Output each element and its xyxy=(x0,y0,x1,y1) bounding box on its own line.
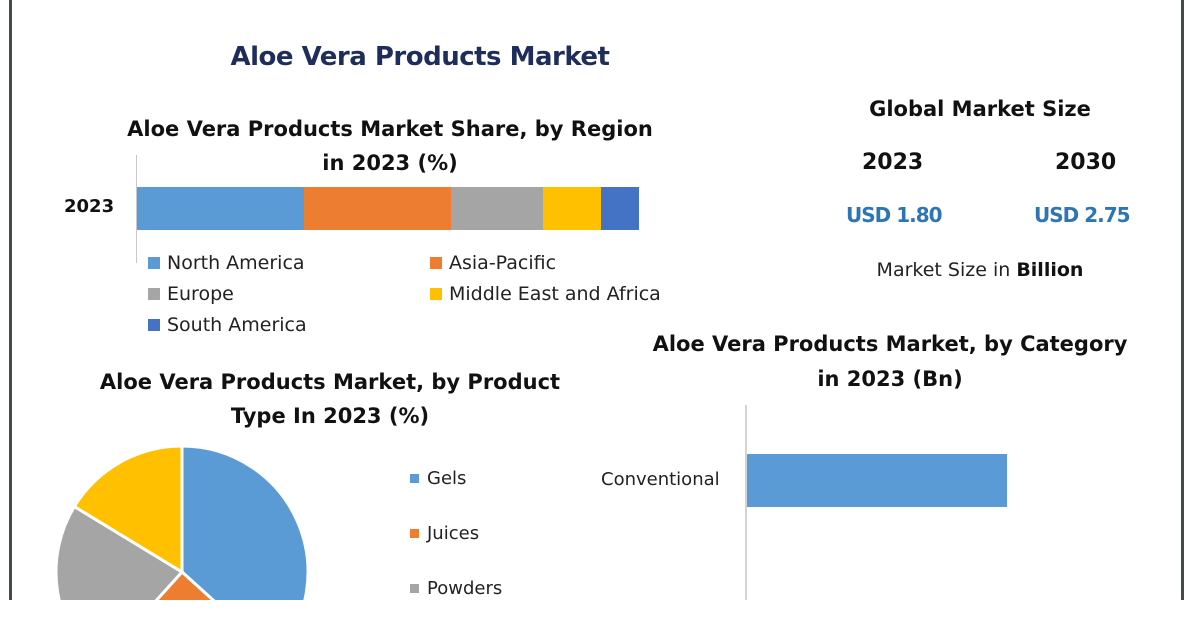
pie-slice xyxy=(54,504,185,600)
legend-label: Europe xyxy=(167,282,234,305)
legend-item: Europe xyxy=(148,281,430,306)
market-size-unit-bold: Billion xyxy=(1016,259,1084,281)
market-size-unit: Market Size in Billion xyxy=(830,259,1130,281)
market-size-unit-prefix: Market Size in xyxy=(876,259,1017,281)
category-chart-title-line2: in 2023 (Bn) xyxy=(817,367,963,391)
category-chart-title-line1: Aloe Vera Products Market, by Category xyxy=(652,332,1128,356)
region-bar-segment xyxy=(304,187,452,230)
region-bar-segment xyxy=(451,187,544,230)
legend-swatch-icon xyxy=(410,528,419,538)
global-market-size-title: Global Market Size xyxy=(869,97,1091,121)
legend-label: North America xyxy=(167,251,305,274)
product-chart-legend: Gels Juices Powders xyxy=(410,464,502,629)
legend-swatch-icon xyxy=(148,256,160,269)
region-chart-title-line2: in 2023 (%) xyxy=(322,151,458,175)
page-title: Aloe Vera Products Market xyxy=(230,42,610,72)
category-label-conventional: Conventional xyxy=(601,469,720,490)
legend-label: Powders xyxy=(427,577,503,599)
category-chart-axis xyxy=(745,405,747,600)
region-stacked-bar xyxy=(137,187,639,230)
legend-swatch-icon xyxy=(410,583,419,593)
legend-item: Powders xyxy=(410,574,502,602)
product-chart-title-line2: Type In 2023 (%) xyxy=(230,404,430,428)
legend-swatch-icon xyxy=(148,318,160,331)
legend-item: South America xyxy=(148,312,430,337)
region-bar-segment xyxy=(137,187,305,230)
region-chart-legend: North America Asia-Pacific Europe Middle Ea… xyxy=(148,250,688,337)
legend-label: Juices xyxy=(427,522,480,544)
pie-slice xyxy=(180,444,310,600)
region-bar-segment xyxy=(600,187,639,230)
market-year-2023: 2023 xyxy=(862,150,924,175)
market-value-2023: USD 1.80 xyxy=(846,203,943,227)
region-chart-title: Aloe Vera Products Market Share, by Regi… xyxy=(110,112,670,180)
category-chart-title: Aloe Vera Products Market, by Category i… xyxy=(640,327,1140,397)
product-chart-title: Aloe Vera Products Market, by Product Ty… xyxy=(80,365,580,433)
pie-slice xyxy=(154,569,216,600)
legend-item: Juices xyxy=(410,519,502,547)
legend-swatch-icon xyxy=(148,287,160,300)
frame-border-right xyxy=(1181,0,1184,600)
legend-label: Asia-Pacific xyxy=(449,251,557,274)
market-value-2030: USD 2.75 xyxy=(1034,203,1131,227)
category-bar-conventional xyxy=(747,454,1007,507)
legend-item: North America xyxy=(148,250,430,275)
product-chart-title-line1: Aloe Vera Products Market, by Product xyxy=(99,370,561,394)
legend-item: Gels xyxy=(410,464,502,492)
product-pie-chart xyxy=(54,444,310,600)
region-chart-title-line1: Aloe Vera Products Market Share, by Regi… xyxy=(127,117,653,141)
region-chart-year-label: 2023 xyxy=(64,196,115,217)
legend-item: Middle East and Africa xyxy=(430,281,690,306)
region-bar-segment xyxy=(543,187,601,230)
region-chart-axis xyxy=(136,155,137,263)
legend-label: Middle East and Africa xyxy=(449,282,661,305)
legend-swatch-icon xyxy=(410,473,419,483)
legend-item: Asia-Pacific xyxy=(430,250,690,275)
market-year-2030: 2030 xyxy=(1055,150,1117,175)
legend-swatch-icon xyxy=(430,256,442,269)
legend-label: South America xyxy=(167,313,307,336)
pie-slice xyxy=(72,444,184,575)
legend-label: Gels xyxy=(427,467,467,489)
frame-border-left xyxy=(9,0,12,600)
legend-swatch-icon xyxy=(430,287,442,300)
